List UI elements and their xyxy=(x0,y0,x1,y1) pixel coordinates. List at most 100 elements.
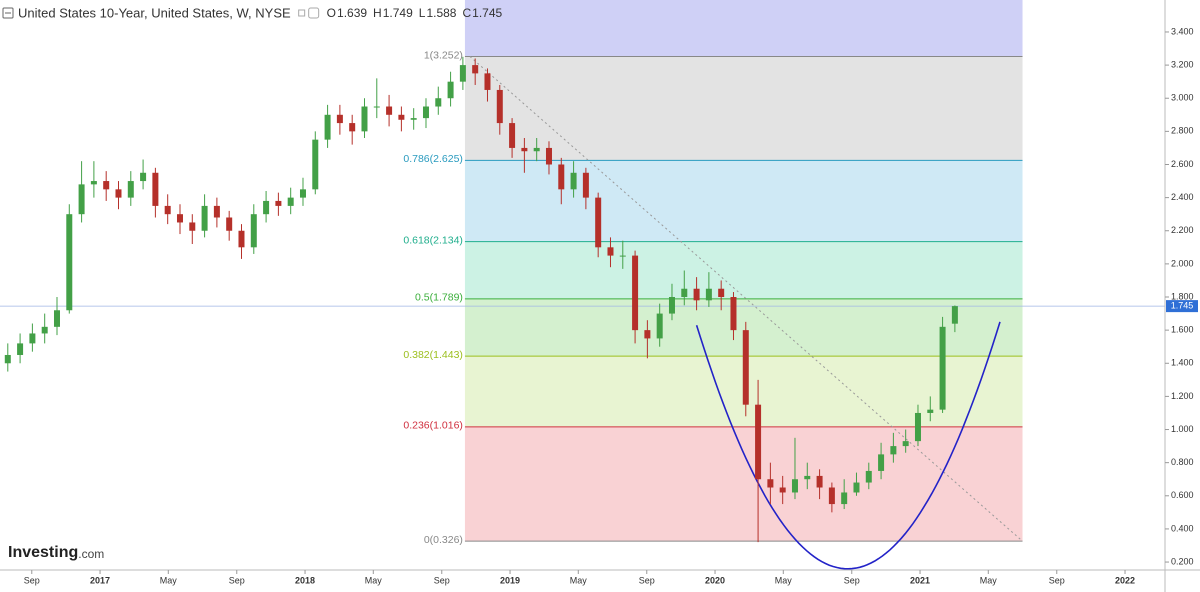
candle-body xyxy=(619,255,626,257)
price-box xyxy=(1166,300,1198,313)
candle-body xyxy=(878,454,885,471)
candle-body xyxy=(558,164,565,190)
y-tick-label: 1.200 xyxy=(1171,391,1194,401)
candle-body xyxy=(324,114,331,140)
y-tick-label: 2.600 xyxy=(1171,159,1194,169)
header: United States 10-Year, United States, W,… xyxy=(2,5,502,20)
fib-level-label: 0.5(1.789) xyxy=(415,292,463,304)
fib-level-label: 1(3.252) xyxy=(424,49,463,61)
candle-body xyxy=(250,214,257,248)
x-tick-label: Sep xyxy=(434,575,450,585)
candle-body xyxy=(152,172,159,206)
ohlc-key: C xyxy=(462,6,471,20)
candle-body xyxy=(718,288,725,298)
candle-body xyxy=(804,475,811,480)
candle-body xyxy=(632,255,639,331)
header-icon xyxy=(298,9,306,17)
logo-suffix: .com xyxy=(78,547,104,561)
candle-body xyxy=(914,412,921,442)
candle-body xyxy=(164,205,171,215)
candle-body xyxy=(853,482,860,493)
candle-body xyxy=(730,297,737,331)
candle-body xyxy=(386,106,393,115)
candle-body xyxy=(66,214,73,311)
y-tick-label: 0.200 xyxy=(1171,556,1194,566)
candle-body xyxy=(263,200,270,215)
fib-level-label: 0(0.326) xyxy=(424,534,463,546)
candle-body xyxy=(41,326,48,334)
candle-body xyxy=(140,172,147,182)
candle-body xyxy=(828,487,835,505)
candle-body xyxy=(29,333,36,344)
header-icon xyxy=(308,7,320,19)
candle-body xyxy=(644,330,651,339)
candle-body xyxy=(509,123,516,148)
candle-body xyxy=(312,139,319,190)
x-tick-label: 2019 xyxy=(500,575,520,585)
candle-body xyxy=(103,181,110,190)
y-tick-label: 3.200 xyxy=(1171,59,1194,69)
candle-body xyxy=(17,343,24,355)
candle-body xyxy=(115,189,122,198)
fib-band xyxy=(464,241,1023,299)
fib-level-label: 0.786(2.625) xyxy=(403,153,463,165)
fib-band xyxy=(464,56,1023,161)
ohlc-value: 1.745 xyxy=(472,6,502,20)
x-tick-label: 2021 xyxy=(910,575,930,585)
x-tick-label: Sep xyxy=(1049,575,1065,585)
fib-band xyxy=(464,160,1023,242)
candle-body xyxy=(496,89,503,124)
drawn-curve xyxy=(695,321,1001,570)
candle-body xyxy=(951,306,958,324)
candle-body xyxy=(570,172,577,190)
candle-body xyxy=(779,487,786,493)
candle-body xyxy=(127,181,134,198)
x-tick-label: Sep xyxy=(24,575,40,585)
x-tick-label: May xyxy=(570,575,588,585)
candle-body xyxy=(53,310,60,327)
candle-body xyxy=(336,114,343,124)
y-tick-label: 2.400 xyxy=(1171,192,1194,202)
y-tick-label: 3.400 xyxy=(1171,26,1194,36)
x-tick-label: Sep xyxy=(844,575,860,585)
candle-body xyxy=(4,354,11,364)
candle-body xyxy=(545,147,552,165)
candle-body xyxy=(755,404,762,480)
candle-body xyxy=(521,147,528,152)
ohlc-value: 1.749 xyxy=(383,6,413,20)
candle-body xyxy=(668,297,675,314)
x-tick-label: Sep xyxy=(639,575,655,585)
candle-body xyxy=(459,65,466,82)
candle-body xyxy=(176,214,183,223)
logo: Investing xyxy=(8,544,78,561)
collapse-icon[interactable] xyxy=(2,7,14,19)
x-tick-label: 2020 xyxy=(705,575,725,585)
candle-body xyxy=(841,492,848,505)
candle-body xyxy=(447,81,454,99)
candle-body xyxy=(767,479,774,488)
candle-body xyxy=(90,181,97,185)
candle-body xyxy=(410,118,417,120)
y-tick-label: 1.000 xyxy=(1171,424,1194,434)
candle-body xyxy=(226,217,233,231)
ohlc-key: O xyxy=(327,6,336,20)
candle-body xyxy=(681,288,688,298)
candle-body xyxy=(238,230,245,248)
y-tick-label: 1.400 xyxy=(1171,358,1194,368)
candle-body xyxy=(927,409,934,413)
candle-body xyxy=(472,65,479,74)
candle-body xyxy=(595,197,602,248)
candle-body xyxy=(361,106,368,132)
candle-body xyxy=(373,106,380,108)
candle-body xyxy=(742,330,749,405)
y-tick-label: 2.800 xyxy=(1171,126,1194,136)
y-tick-label: 2.200 xyxy=(1171,225,1194,235)
x-tick-label: Sep xyxy=(229,575,245,585)
y-tick-label: 1.800 xyxy=(1171,291,1194,301)
price-box-label: 1.745 xyxy=(1171,300,1194,310)
y-tick-label: 0.400 xyxy=(1171,523,1194,533)
ohlc-key: L xyxy=(419,6,426,20)
candle-body xyxy=(484,73,491,90)
fib-level-label: 0.618(2.134) xyxy=(403,234,463,246)
y-tick-label: 2.000 xyxy=(1171,258,1194,268)
